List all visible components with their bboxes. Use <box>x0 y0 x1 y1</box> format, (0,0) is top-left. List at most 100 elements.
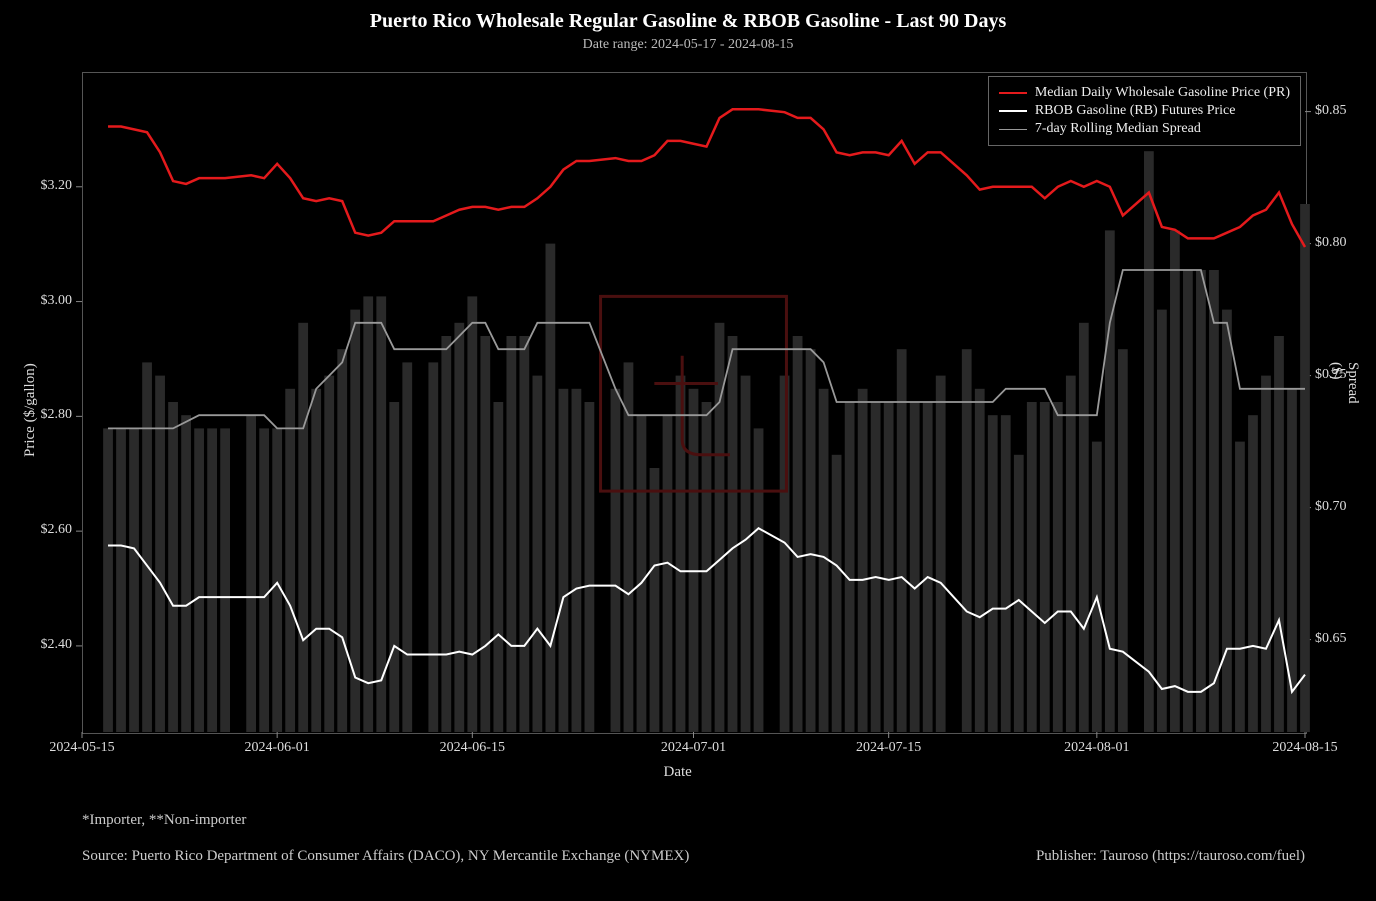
spread-bar <box>845 402 855 732</box>
legend: Median Daily Wholesale Gasoline Price (P… <box>988 76 1301 146</box>
spread-bar <box>871 402 881 732</box>
x-tick-label: 2024-08-15 <box>1260 740 1350 756</box>
spread-bar <box>532 376 542 732</box>
legend-label: Median Daily Wholesale Gasoline Price (P… <box>1035 85 1290 101</box>
spread-bar <box>910 402 920 732</box>
spread-bar <box>1014 455 1024 732</box>
spread-bar <box>402 362 412 732</box>
spread-bar <box>1079 323 1089 732</box>
spread-bar <box>285 389 295 732</box>
spread-bar <box>689 389 699 732</box>
y-left-axis-label: Price ($/gallon) <box>22 363 39 457</box>
y-right-tick-label: $0.85 <box>1315 103 1347 119</box>
y-left-tick-label: $3.00 <box>41 293 73 309</box>
spread-bar <box>1066 376 1076 732</box>
spread-bar <box>936 376 946 732</box>
spread-bar <box>780 376 790 732</box>
spread-bar <box>493 402 503 732</box>
spread-bar <box>1274 336 1284 732</box>
spread-bar <box>546 244 556 732</box>
spread-bar <box>754 428 764 732</box>
spread-bar <box>480 336 490 732</box>
x-tick-label: 2024-06-15 <box>427 740 517 756</box>
footnote-publisher: Publisher: Tauroso (https://tauroso.com/… <box>1036 848 1305 865</box>
spread-bar <box>1209 270 1219 732</box>
spread-bar <box>1170 230 1180 732</box>
spread-bar <box>519 336 529 732</box>
y-right-tick-label: $0.70 <box>1315 499 1347 515</box>
spread-bar <box>207 428 217 732</box>
y-right-tick-label: $0.80 <box>1315 235 1347 251</box>
spread-bar <box>1300 204 1310 732</box>
y-right-tick-label: $0.65 <box>1315 631 1347 647</box>
spread-bar <box>1287 389 1297 732</box>
spread-bar <box>676 376 686 732</box>
spread-bar <box>1001 415 1011 732</box>
spread-bar <box>454 323 464 732</box>
spread-bar <box>142 362 152 732</box>
x-tick-label: 2024-08-01 <box>1052 740 1142 756</box>
spread-bar <box>389 402 399 732</box>
spread-bar <box>793 336 803 732</box>
legend-item: Median Daily Wholesale Gasoline Price (P… <box>999 85 1290 101</box>
spread-bar <box>832 455 842 732</box>
spread-bar <box>650 468 660 732</box>
spread-bar <box>897 349 907 732</box>
spread-bar <box>168 402 178 732</box>
spread-bar <box>259 428 269 732</box>
spread-bar <box>1027 402 1037 732</box>
spread-bar <box>884 402 894 732</box>
x-axis-label: Date <box>664 764 692 781</box>
spread-bar <box>1222 310 1232 732</box>
legend-swatch <box>999 110 1027 112</box>
spread-bar <box>1196 270 1206 732</box>
spread-bar <box>194 428 204 732</box>
spread-bar <box>1157 310 1167 732</box>
legend-label: RBOB Gasoline (RB) Futures Price <box>1035 103 1236 119</box>
spread-bar <box>1144 151 1154 732</box>
spread-bar <box>975 389 985 732</box>
x-tick-label: 2024-05-15 <box>37 740 127 756</box>
spread-bar <box>116 428 126 732</box>
spread-bar <box>363 296 373 732</box>
x-tick-label: 2024-06-01 <box>232 740 322 756</box>
spread-bar <box>1053 402 1063 732</box>
spread-bar <box>1092 442 1102 732</box>
spread-bar <box>624 362 634 732</box>
spread-bar <box>585 402 595 732</box>
spread-bar <box>506 336 516 732</box>
spread-bar <box>923 402 933 732</box>
spread-bar <box>103 428 113 732</box>
legend-swatch <box>999 92 1027 94</box>
spread-bar <box>858 389 868 732</box>
spread-bar <box>298 323 308 732</box>
spread-bar <box>611 389 621 732</box>
spread-bar <box>376 296 386 732</box>
spread-bar <box>988 415 998 732</box>
spread-bar <box>572 389 582 732</box>
y-right-tick-label: $0.75 <box>1315 367 1347 383</box>
spread-bar <box>1235 442 1245 732</box>
spread-bar <box>272 428 282 732</box>
spread-bar <box>1118 349 1128 732</box>
spread-bar <box>1183 270 1193 732</box>
spread-bar <box>741 376 751 732</box>
spread-bar <box>324 376 334 732</box>
spread-bar <box>1040 402 1050 732</box>
x-tick-label: 2024-07-01 <box>649 740 739 756</box>
spread-bar <box>246 415 256 732</box>
x-tick-label: 2024-07-15 <box>844 740 934 756</box>
spread-bar <box>637 415 647 732</box>
legend-swatch <box>999 129 1027 130</box>
spread-bar <box>663 415 673 732</box>
y-left-tick-label: $2.80 <box>41 407 73 423</box>
y-left-tick-label: $2.40 <box>41 637 73 653</box>
spread-bar <box>806 349 816 732</box>
y-left-tick-label: $2.60 <box>41 522 73 538</box>
spread-bar <box>962 349 972 732</box>
spread-bar <box>337 349 347 732</box>
y-left-tick-label: $3.20 <box>41 178 73 194</box>
spread-bar <box>428 362 438 732</box>
spread-bar <box>181 415 191 732</box>
spread-bar <box>728 336 738 732</box>
